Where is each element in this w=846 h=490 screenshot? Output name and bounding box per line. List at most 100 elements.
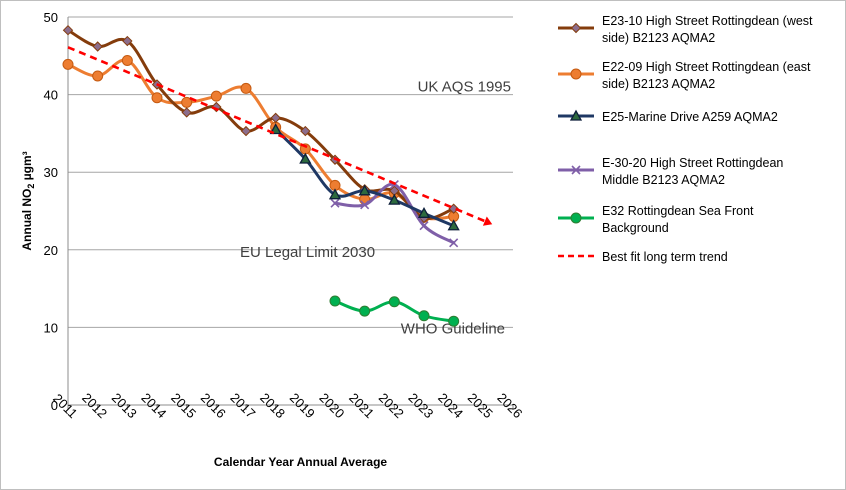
series-1-point-2017: [240, 82, 252, 94]
series-3-point-2023-b: [419, 221, 429, 231]
y-tick-label-40: 40: [44, 88, 58, 103]
series-2-point-2020: [328, 188, 342, 200]
x-tick-label-2015: 2015: [168, 390, 199, 421]
annotation-who-guideline: WHO Guideline: [401, 320, 505, 337]
legend-label-1-0: E22-09 High Street Rottingdean (east: [602, 60, 811, 74]
y-axis-title-unit: µgm³: [20, 151, 34, 183]
series-3-point-2024-b: [449, 238, 459, 248]
series-0-point-2012: [92, 41, 103, 52]
x-tick-label-2022: 2022: [376, 390, 407, 421]
x-tick-label-2017: 2017: [227, 390, 258, 421]
annotations: UK AQS 1995 EU Legal Limit 2030 WHO Guid…: [240, 79, 511, 338]
series-5-line: [67, 46, 486, 223]
legend-item-1: E22-09 High Street Rottingdean (east side…: [558, 60, 811, 91]
series-0-point-2011: [62, 24, 74, 36]
gridlines: [68, 16, 513, 328]
y-axis-title-sub: 2: [26, 184, 36, 189]
annotation-eu-limit: EU Legal Limit 2030: [240, 244, 375, 261]
series-0-point-2013: [122, 35, 133, 47]
series-1-point-2013: [121, 54, 133, 66]
series-4-point-2023: [418, 310, 430, 322]
series-4-point-2021: [359, 305, 371, 317]
series-3-point-2020: [330, 198, 340, 208]
legend-label-4-0: E32 Rottingdean Sea Front: [602, 204, 754, 218]
legend-label-0-0: E23-10 High Street Rottingdean (west: [602, 14, 813, 28]
x-tick-label-2016: 2016: [198, 390, 229, 421]
legend-label-4-1: Background: [602, 221, 669, 235]
legend-marker-0: [570, 22, 582, 34]
legend-item-3: E-30-20 High Street Rottingdean Middle B2…: [558, 156, 783, 187]
series-1-point-2011: [62, 58, 74, 70]
series-2: [269, 123, 460, 231]
series-2-point-2018: [269, 123, 282, 135]
series-3-point-2023: [419, 221, 429, 231]
legend-label-0-1: side) B2123 AQMA2: [602, 31, 715, 45]
y-tick-labels: 0 10 20 30 40 50: [44, 10, 58, 413]
y-tick-label-50: 50: [44, 10, 58, 25]
legend-item-4: E32 Rottingdean Sea Front Background: [558, 204, 754, 235]
x-tick-label-2021: 2021: [346, 390, 377, 421]
series-3-point-2020-b: [330, 198, 340, 208]
y-axis-title-main: Annual NO: [20, 189, 34, 251]
x-tick-label-2012: 2012: [79, 390, 110, 421]
series-3-point-2024: [449, 238, 459, 248]
y-tick-label-20: 20: [44, 243, 58, 258]
legend-label-3-0: E-30-20 High Street Rottingdean: [602, 156, 783, 170]
x-tick-label-2024: 2024: [435, 390, 466, 421]
series-4-point-2020: [329, 295, 341, 307]
series-1: [62, 54, 460, 223]
series-0-point-2017: [240, 125, 252, 137]
legend-marker-3: [571, 165, 581, 175]
y-tick-label-0: 0: [51, 398, 58, 413]
series-1-point-2012: [92, 70, 104, 82]
series-3-point-2021: [360, 200, 370, 210]
x-tick-label-2018: 2018: [257, 390, 288, 421]
series-4: [329, 295, 460, 327]
legend-item-5: Best fit long term trend: [558, 250, 728, 264]
x-axis-title: Calendar Year Annual Average: [214, 455, 388, 469]
x-tick-label-2026: 2026: [494, 390, 525, 421]
axes: [67, 17, 514, 410]
legend-marker-2: [569, 109, 583, 121]
x-tick-label-2020: 2020: [316, 390, 347, 421]
series-0-point-2015: [181, 107, 192, 118]
x-tick-label-2025: 2025: [465, 390, 496, 421]
series-1-point-2014: [151, 92, 163, 104]
x-tick-labels: 2011201220132014201520162017201820192020…: [50, 390, 525, 421]
series-2-point-2019: [299, 152, 312, 164]
series-0-point-2018: [270, 112, 281, 124]
y-axis-title: Annual NO2 µgm³: [20, 151, 36, 250]
x-tick-label-2013: 2013: [109, 390, 140, 421]
series-5: [67, 46, 493, 226]
series-1-point-2016: [210, 90, 222, 102]
series-4-point-2024: [448, 315, 460, 327]
legend-item-2: E25-Marine Drive A259 AQMA2: [558, 109, 778, 124]
legend-label-2-0: E25-Marine Drive A259 AQMA2: [602, 110, 778, 124]
series-4-point-2022: [388, 296, 400, 308]
series-2-point-2024: [447, 219, 460, 231]
y-tick-label-30: 30: [44, 165, 58, 180]
series-3-point-2021-b: [360, 200, 370, 210]
legend-marker-1: [570, 68, 582, 80]
annotation-uk-aqs: UK AQS 1995: [418, 79, 511, 96]
series-2-point-2021: [358, 184, 371, 196]
legend-label-1-1: side) B2123 AQMA2: [602, 77, 715, 91]
legend-label-5-0: Best fit long term trend: [602, 250, 728, 264]
series-group: [62, 24, 493, 327]
series-2-point-2022: [388, 193, 401, 205]
y-tick-label-10: 10: [44, 320, 58, 335]
x-tick-label-2019: 2019: [287, 390, 318, 421]
legend-marker-4: [570, 212, 582, 224]
x-tick-label-2014: 2014: [138, 390, 169, 421]
legend-label-3-1: Middle B2123 AQMA2: [602, 173, 725, 187]
legend-item-0: E23-10 High Street Rottingdean (west side…: [558, 14, 813, 45]
legend-marker-3-b: [571, 165, 581, 175]
x-tick-label-2023: 2023: [405, 390, 436, 421]
series-5-arrowhead: [482, 216, 493, 226]
legend: E23-10 High Street Rottingdean (west side…: [558, 14, 813, 264]
series-2-point-2023: [417, 206, 431, 218]
series-0-point-2019: [300, 125, 311, 137]
series-0: [62, 24, 459, 224]
